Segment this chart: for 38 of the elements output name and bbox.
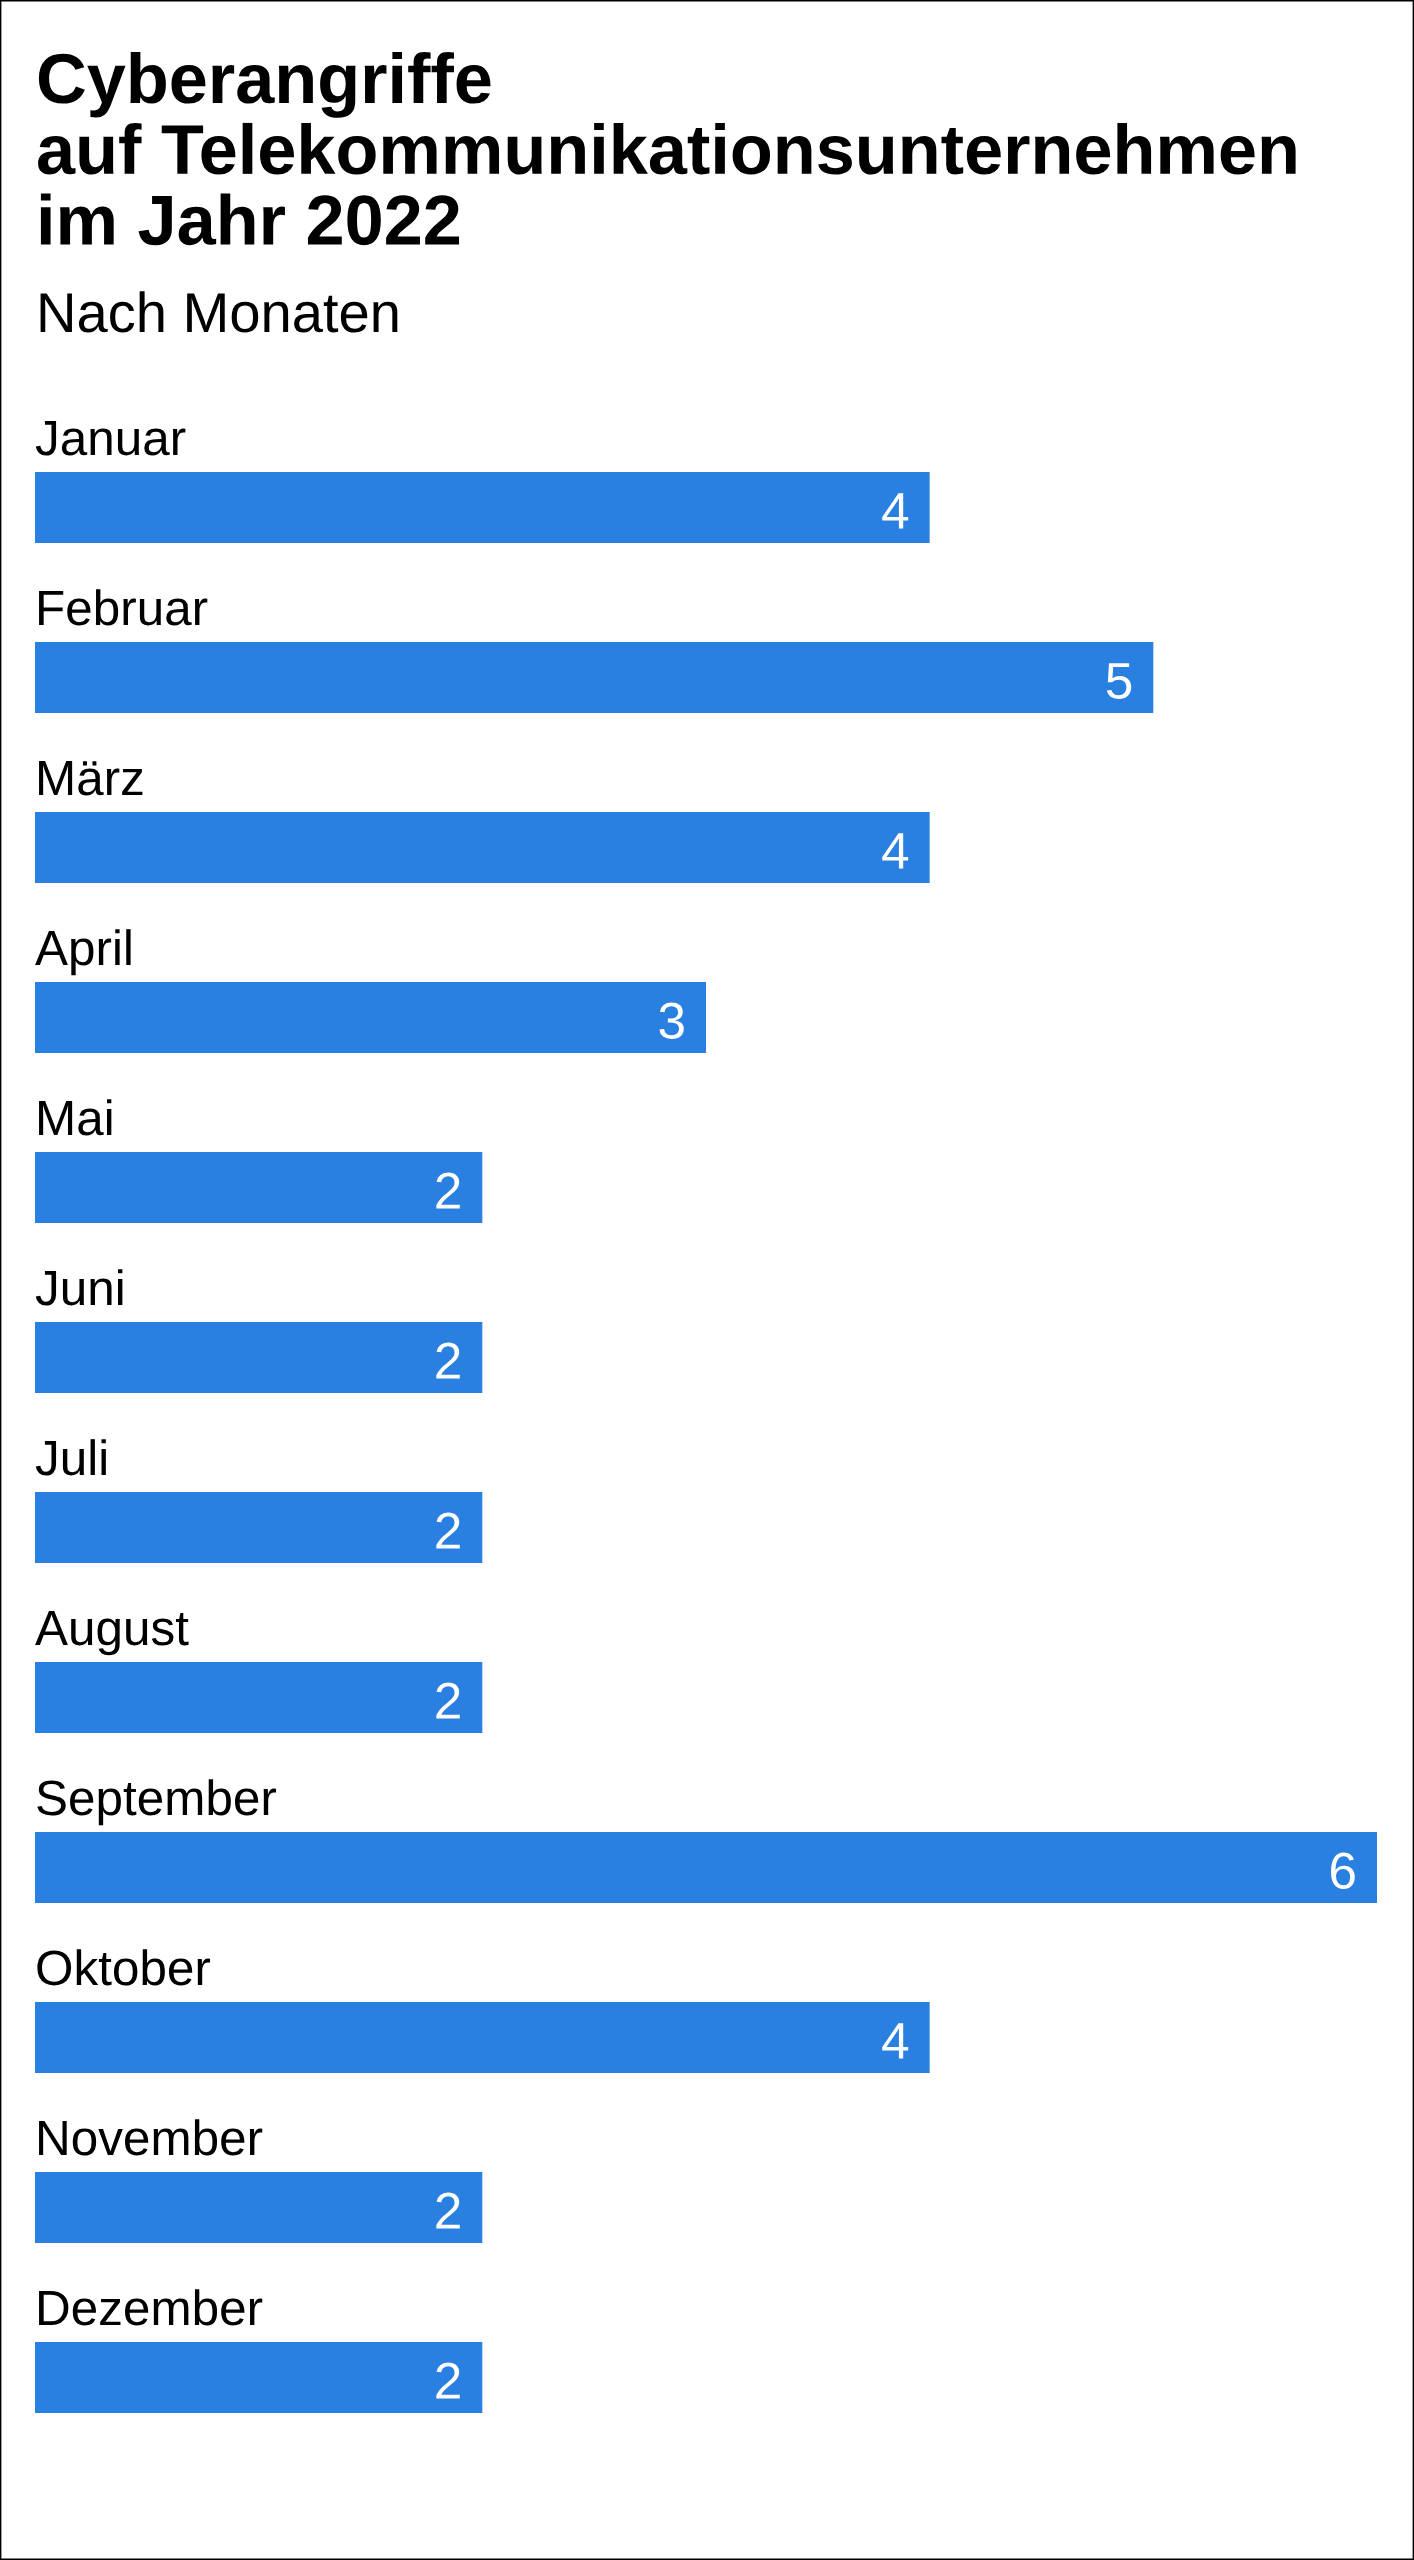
bar	[35, 1662, 483, 1733]
y-tick-label: Juni	[35, 1269, 123, 1306]
data-label: 2	[436, 1342, 460, 1379]
data-label: 4	[882, 493, 909, 529]
data-label: 4	[882, 833, 909, 869]
chart-subtitle: Nach Monaten	[40, 291, 398, 333]
y-tick-label: September	[37, 1779, 277, 1826]
data-label: 2	[436, 2362, 460, 2399]
data-label: 4	[882, 2023, 909, 2059]
data-label: 2	[436, 1682, 460, 1719]
bar	[35, 2002, 930, 2073]
y-tick-label: März	[39, 760, 143, 796]
y-tick-label: Mai	[39, 1099, 112, 1136]
y-tick-label: Januar	[35, 420, 186, 456]
data-label: 6	[1331, 1852, 1355, 1890]
bar	[35, 642, 1154, 713]
y-tick-label: Dezember	[39, 2289, 263, 2326]
bar	[35, 1832, 1377, 1903]
y-tick-label: April	[35, 929, 131, 976]
data-label: 2	[436, 2192, 460, 2229]
data-label: 5	[1106, 663, 1132, 700]
data-label: 2	[436, 1172, 460, 1209]
data-label: 3	[659, 1002, 684, 1040]
bar	[35, 1492, 483, 1563]
y-tick-label: Juli	[35, 1439, 106, 1476]
y-tick-label: Oktober	[37, 1949, 211, 1986]
y-tick-label: November	[39, 2119, 263, 2156]
y-tick-label: August	[35, 1610, 189, 1656]
bar	[35, 2342, 483, 2413]
bar	[35, 1152, 483, 1223]
y-tick-label: Februar	[39, 589, 208, 626]
data-label: 2	[436, 1512, 460, 1549]
bar	[35, 812, 930, 883]
bar	[35, 2172, 483, 2243]
bar	[35, 982, 706, 1053]
bar	[35, 472, 930, 543]
chart-title: Cyberangriffe auf Telekommunikationsunternehmen im Jahr 2022	[38, 52, 1296, 246]
bar	[35, 1322, 483, 1393]
